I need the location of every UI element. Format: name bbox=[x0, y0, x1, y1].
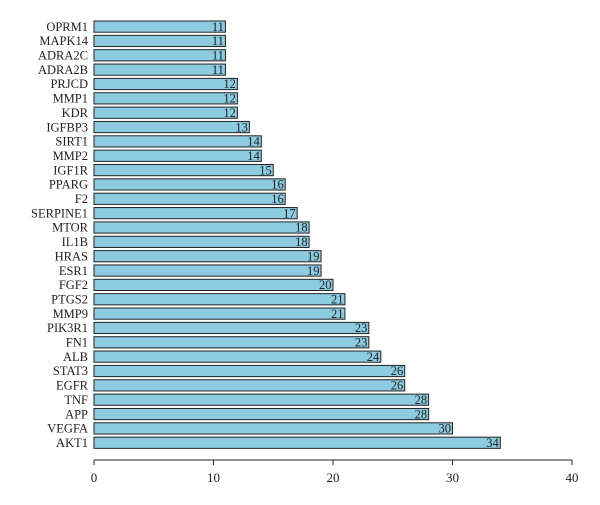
bar-serpine1 bbox=[93, 207, 298, 220]
value-label: 14 bbox=[247, 135, 260, 149]
value-label: 11 bbox=[212, 34, 224, 48]
value-label: 23 bbox=[355, 336, 368, 350]
bar-mmp2 bbox=[93, 149, 262, 162]
category-label: FGF2 bbox=[59, 278, 88, 292]
category-label: TNF bbox=[64, 393, 88, 407]
bar-kdr bbox=[93, 106, 238, 119]
value-label: 11 bbox=[212, 20, 224, 34]
value-label: 12 bbox=[223, 77, 236, 91]
category-label: MMP1 bbox=[53, 92, 88, 106]
value-label: 17 bbox=[283, 206, 296, 220]
value-label: 23 bbox=[355, 321, 368, 335]
bar-adra2c bbox=[93, 49, 226, 62]
value-label: 26 bbox=[391, 379, 404, 393]
x-tick-label: 0 bbox=[91, 470, 98, 485]
bar-mtor bbox=[93, 221, 310, 234]
x-tick-label: 30 bbox=[446, 470, 459, 485]
bar-f2 bbox=[93, 192, 286, 205]
value-label: 21 bbox=[331, 292, 344, 306]
bar-il1b bbox=[93, 235, 310, 248]
bar-mmp9 bbox=[93, 307, 346, 320]
value-label: 16 bbox=[271, 192, 284, 206]
value-label: 12 bbox=[223, 106, 236, 120]
value-label: 11 bbox=[212, 49, 224, 63]
bar-vegfa bbox=[93, 422, 453, 435]
value-label: 19 bbox=[307, 249, 320, 263]
x-tick-label: 40 bbox=[566, 470, 579, 485]
category-label: IGF1R bbox=[53, 163, 88, 177]
category-label: EGFR bbox=[56, 379, 89, 393]
value-label: 14 bbox=[247, 149, 260, 163]
category-label: ADRA2B bbox=[38, 63, 88, 77]
x-tick-label: 20 bbox=[327, 470, 340, 485]
category-label: MMP9 bbox=[53, 307, 88, 321]
bar-akt1 bbox=[93, 436, 501, 449]
bar-prjcd bbox=[93, 77, 238, 91]
bar-alb bbox=[93, 350, 382, 363]
category-label: MTOR bbox=[52, 221, 89, 235]
value-label: 18 bbox=[295, 221, 308, 235]
category-label: VEGFA bbox=[47, 422, 88, 436]
bar-sirt1 bbox=[93, 135, 262, 148]
category-label: OPRM1 bbox=[46, 20, 88, 34]
bars-group: OPRM1 11 MAPK14 11 ADRA2C 11 ADRA2B 11 PRJCD 12 MM… bbox=[31, 20, 501, 450]
value-label: 28 bbox=[415, 407, 428, 421]
bar-app bbox=[93, 407, 430, 421]
category-label: IGFBP3 bbox=[46, 120, 88, 134]
value-label: 34 bbox=[486, 436, 499, 450]
category-label: MMP2 bbox=[53, 149, 88, 163]
bar-igf1r bbox=[93, 164, 274, 177]
category-label: MAPK14 bbox=[39, 34, 88, 48]
value-label: 19 bbox=[307, 264, 320, 278]
category-label: HRAS bbox=[55, 249, 88, 263]
x-axis: 0 10 20 30 40 bbox=[91, 459, 579, 485]
value-label: 28 bbox=[415, 393, 428, 407]
bar-pik3r1 bbox=[93, 321, 370, 335]
category-label: APP bbox=[65, 407, 88, 421]
x-tick-label: 10 bbox=[207, 470, 220, 485]
value-label: 16 bbox=[271, 178, 284, 192]
bar-mmp1 bbox=[93, 92, 238, 105]
bar-mapk14 bbox=[93, 34, 226, 48]
bar-igfbp3 bbox=[93, 120, 250, 134]
category-label: KDR bbox=[62, 106, 89, 120]
bar-fn1 bbox=[93, 336, 370, 349]
category-label: SERPINE1 bbox=[31, 206, 88, 220]
value-label: 12 bbox=[223, 92, 236, 106]
bar-adra2b bbox=[93, 63, 226, 76]
value-label: 21 bbox=[331, 307, 344, 321]
bar-ptgs2 bbox=[93, 293, 346, 306]
category-label: PPARG bbox=[49, 178, 88, 192]
value-label: 26 bbox=[391, 364, 404, 378]
value-label: 11 bbox=[212, 63, 224, 77]
bar-egfr bbox=[93, 379, 406, 392]
category-label: ESR1 bbox=[59, 264, 88, 278]
category-label: PIK3R1 bbox=[47, 321, 88, 335]
value-label: 20 bbox=[319, 278, 332, 292]
category-label: SIRT1 bbox=[55, 135, 88, 149]
category-label: ALB bbox=[63, 350, 88, 364]
bar-oprm1 bbox=[93, 20, 226, 33]
bar-fgf2 bbox=[93, 278, 334, 291]
category-label: IL1B bbox=[62, 235, 88, 249]
category-label: F2 bbox=[75, 192, 88, 206]
value-label: 15 bbox=[259, 163, 272, 177]
value-label: 18 bbox=[295, 235, 308, 249]
value-label: 24 bbox=[367, 350, 380, 364]
bar-hras bbox=[93, 250, 322, 263]
value-label: 30 bbox=[439, 422, 452, 436]
category-label: ADRA2C bbox=[38, 49, 88, 63]
category-label: PTGS2 bbox=[51, 292, 88, 306]
category-label: PRJCD bbox=[50, 77, 88, 91]
category-label: FN1 bbox=[66, 336, 88, 350]
bar-stat3 bbox=[93, 364, 406, 378]
category-label: STAT3 bbox=[53, 364, 88, 378]
value-label: 13 bbox=[235, 120, 248, 134]
bar-esr1 bbox=[93, 264, 322, 277]
bar-tnf bbox=[93, 393, 430, 406]
category-label: AKT1 bbox=[56, 436, 88, 450]
bar-pparg bbox=[93, 178, 286, 191]
